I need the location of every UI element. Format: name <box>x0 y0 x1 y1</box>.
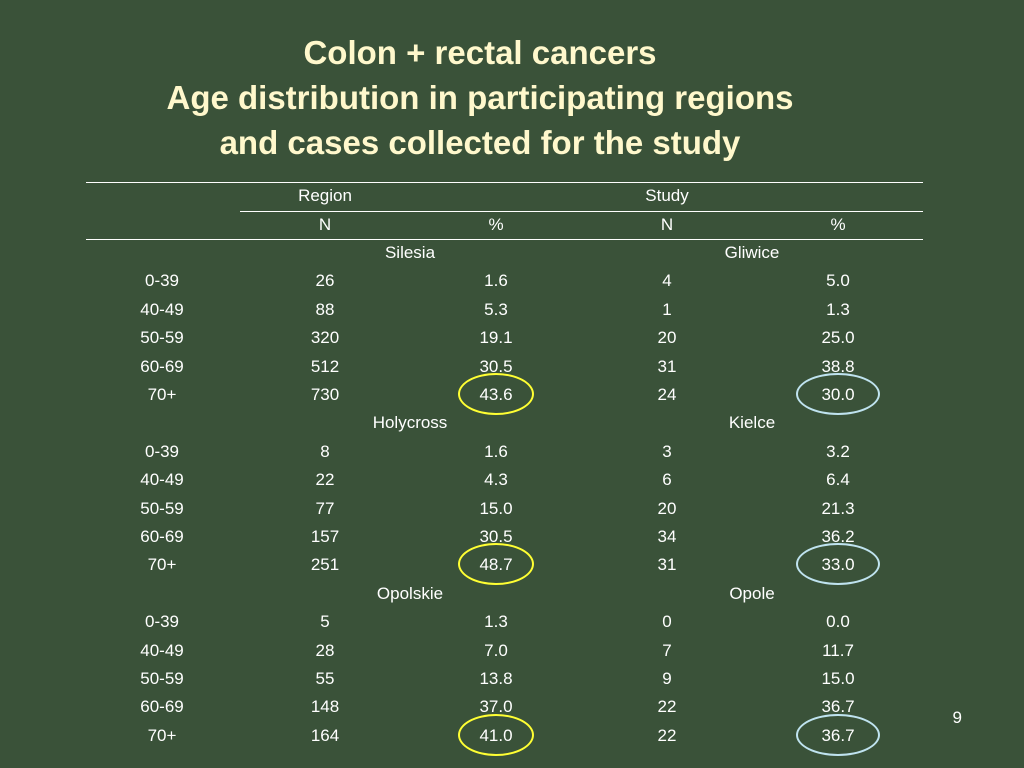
study-pct-cell: 21.3 <box>821 498 855 518</box>
study-n-cell: 6 <box>662 470 672 490</box>
study-n-cell: 34 <box>657 527 677 546</box>
study-pct-cell: 36.2 <box>821 527 855 546</box>
region-group-header: Region <box>298 186 352 205</box>
region-pct-cell: 13.8 <box>479 669 513 688</box>
region-n-cell: 22 <box>315 470 335 490</box>
age-group-cell: 60-69 <box>140 697 184 717</box>
study-n-cell: 20 <box>657 328 677 348</box>
study-pct-cell: 11.7 <box>822 640 854 660</box>
region-n-cell: 730 <box>310 385 340 404</box>
region-highlight-circle <box>458 713 534 756</box>
age-group-cell: 0-39 <box>144 612 180 632</box>
region-n-cell: 5 <box>320 612 330 632</box>
title-line-1: Colon + rectal cancers <box>303 34 657 71</box>
region-pct-cell: 30.5 <box>479 356 513 376</box>
region-pct-cell: 1.3 <box>484 612 508 632</box>
table-top-rule <box>86 182 923 183</box>
age-group-cell: 50-59 <box>140 498 184 518</box>
age-group-cell: 60-69 <box>140 356 184 376</box>
title-line-3: and cases collected for the study <box>219 124 741 161</box>
study-highlight-circle <box>796 713 880 756</box>
region-n-cell: 77 <box>315 498 335 518</box>
study-pct-cell: 25.0 <box>821 328 855 348</box>
study-n-header: N <box>660 215 674 234</box>
region-pct-cell: 30.5 <box>479 527 513 546</box>
region-n-cell: 26 <box>315 271 335 291</box>
study-n-cell: 9 <box>662 669 672 688</box>
study-n-cell: 31 <box>657 555 677 575</box>
region-n-cell: 164 <box>310 725 340 745</box>
age-group-cell: 40-49 <box>140 299 184 319</box>
region-pct-cell: 1.6 <box>484 271 508 291</box>
region-n-cell: 55 <box>315 669 335 688</box>
study-n-cell: 7 <box>662 640 672 660</box>
study-n-cell: 24 <box>657 385 677 404</box>
study-pct-cell: 6.4 <box>826 470 850 490</box>
region-n-cell: 8 <box>320 441 330 461</box>
study-pct-cell: 5.0 <box>826 271 850 291</box>
study-pct-cell: 3.2 <box>826 441 850 461</box>
region-highlight-circle <box>458 373 534 415</box>
study-n-cell: 20 <box>657 498 677 518</box>
region-pct-cell: 37.0 <box>479 697 513 717</box>
study-pct-cell: 36.7 <box>821 697 855 717</box>
age-group-cell: 70+ <box>147 555 177 575</box>
study-pct-cell: 38.8 <box>821 356 855 376</box>
section-region-name: Opolskie <box>376 583 444 603</box>
page-number: 9 <box>952 708 962 727</box>
header-bottom-rule <box>86 239 923 240</box>
region-n-cell: 320 <box>310 328 340 348</box>
section-region-name: Holycross <box>372 413 448 433</box>
age-group-cell: 60-69 <box>140 527 184 546</box>
study-pct-cell: 1.3 <box>826 299 850 319</box>
age-group-cell: 70+ <box>147 385 177 404</box>
region-highlight-circle <box>458 543 534 586</box>
age-group-cell: 0-39 <box>144 271 180 291</box>
study-n-cell: 4 <box>662 271 672 291</box>
region-pct-cell: 7.0 <box>484 640 508 660</box>
study-n-cell: 22 <box>657 725 677 745</box>
study-pct-cell: 15.0 <box>821 669 855 688</box>
region-n-cell: 157 <box>310 527 340 546</box>
age-group-cell: 70+ <box>147 725 177 745</box>
slide-title: Colon + rectal cancers Age distribution … <box>0 30 960 165</box>
region-pct-cell: 5.3 <box>484 299 508 319</box>
region-pct-cell: 15.0 <box>479 498 513 518</box>
study-highlight-circle <box>796 543 880 586</box>
study-n-cell: 3 <box>662 441 672 461</box>
group-header-rule <box>240 211 923 212</box>
region-n-cell: 251 <box>310 555 340 575</box>
section-study-name: Opole <box>729 583 775 603</box>
age-group-cell: 50-59 <box>140 328 184 348</box>
region-n-cell: 148 <box>310 697 340 717</box>
region-n-cell: 512 <box>310 356 340 376</box>
study-group-header: Study <box>645 186 689 205</box>
study-n-cell: 31 <box>657 356 677 376</box>
age-group-cell: 0-39 <box>144 441 180 461</box>
region-n-cell: 88 <box>315 299 335 319</box>
study-n-cell: 0 <box>662 612 672 632</box>
region-pct-cell: 19.1 <box>479 328 513 348</box>
study-pct-header: % <box>830 215 846 234</box>
section-region-name: Silesia <box>384 243 436 262</box>
region-n-cell: 28 <box>315 640 335 660</box>
study-highlight-circle <box>796 373 880 415</box>
study-n-cell: 1 <box>662 299 672 319</box>
study-pct-cell: 0.0 <box>826 612 850 632</box>
region-pct-cell: 1.6 <box>484 441 508 461</box>
region-pct-header: % <box>488 215 504 234</box>
study-n-cell: 22 <box>657 697 677 717</box>
age-group-cell: 40-49 <box>140 470 184 490</box>
section-study-name: Kielce <box>728 413 776 433</box>
age-group-cell: 50-59 <box>140 669 184 688</box>
age-group-cell: 40-49 <box>140 640 184 660</box>
title-line-2: Age distribution in participating region… <box>166 79 794 116</box>
region-n-header: N <box>318 215 332 234</box>
region-pct-cell: 4.3 <box>484 470 508 490</box>
section-study-name: Gliwice <box>724 243 780 262</box>
